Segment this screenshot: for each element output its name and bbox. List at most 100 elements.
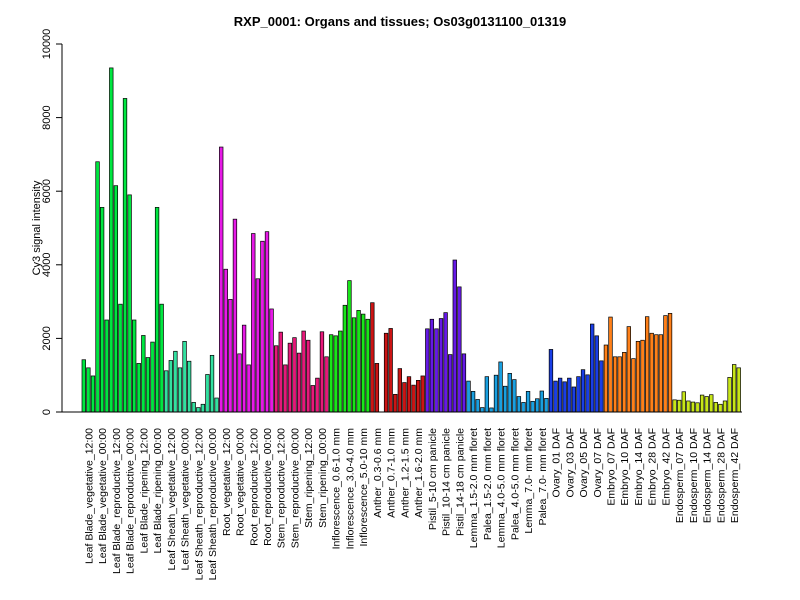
bar [489,407,494,413]
x-tick-label: Leaf Sheath_reproductive_12:00 [193,428,205,581]
x-tick-label: Palea_4.0-5.0 mm floret [509,428,521,540]
x-tick-label: Leaf Sheath_vegetative_00:00 [180,428,192,571]
bar [214,397,219,413]
bar [251,233,256,413]
bar [278,331,283,413]
bar [713,402,718,413]
bar [718,403,723,413]
x-tick-label: Stem_ripening_00:00 [317,428,329,528]
bar [99,207,105,413]
bar [608,316,613,413]
x-tick-label: Anther_1.2-1.5 mm [399,428,411,518]
x-tick-label: Lemma_4.0-5.0 mm floret [496,428,508,548]
x-tick-label: Root_reproductive_00:00 [262,428,274,546]
bar [296,352,302,413]
x-tick-label: Embryo_14 DAF [633,428,645,506]
bar [177,367,183,413]
bar [470,391,476,413]
x-tick-label: Palea_7.0- mm floret [537,428,549,526]
bar [356,310,361,413]
bar [113,185,119,413]
bar [576,376,581,413]
bar [448,354,453,413]
bar [622,352,627,413]
x-tick-label: Leaf Sheath_vegetative_12:00 [166,428,178,571]
y-axis: 0 2000 4000 6000 8000 10000 [41,29,63,415]
bar [406,376,412,413]
bar [461,353,467,413]
bar [287,342,293,413]
bar [196,407,201,413]
bar [612,356,618,413]
bar [205,374,210,413]
bar [122,98,128,413]
x-tick-label: Ovary_01 DAF [551,428,563,497]
bar [512,379,517,413]
bar [109,67,114,413]
bar [516,396,522,413]
y-tick-label: 6000 [41,179,53,203]
bar [154,207,160,413]
bar [292,337,297,413]
bar [704,396,709,413]
bar [677,399,682,413]
bar [585,374,590,413]
x-tick-label: Lemma_7.0- mm floret [523,428,535,534]
x-tick-label: Lemma_1.5-2.0 mm floret [468,428,480,548]
bar [722,400,728,413]
x-tick-label: Anther_0.3-0.6 mm [372,428,384,518]
x-tick-label: Leaf Blade_vegetative_00:00 [97,428,109,564]
x-tick-label: Ovary_03 DAF [564,428,576,497]
bar [237,353,242,413]
x-tick-label: Leaf Blade_reproductive_00:00 [125,428,137,574]
x-tick-label: Root_vegetative_00:00 [235,428,247,536]
bar [695,402,700,413]
bar [562,381,567,413]
bar [241,324,247,413]
bar [498,361,503,413]
bar [557,377,563,413]
bar [493,374,499,413]
bar [168,360,173,413]
bar [269,308,274,413]
bar [727,377,732,413]
x-tick-label: Inflorescence_3.0-4.0 mm [344,428,356,550]
x-tick-label: Leaf Blade_reproductive_12:00 [111,428,123,574]
bar [544,398,549,413]
bar [521,402,526,413]
bar [736,367,741,413]
x-tick-label: Anther_1.6-2.0 mm [413,428,425,518]
bar [283,364,288,413]
x-tick-label: Embryo_42 DAF [660,428,672,506]
x-tick-label: Ovary_05 DAF [578,428,590,497]
bar [127,194,132,413]
x-tick-label: Leaf Sheath_reproductive_00:00 [207,428,219,581]
x-tick-label: Leaf Blade_ripening_00:00 [152,428,164,554]
bar [260,240,265,413]
x-tick-label: Stem_ripening_12:00 [303,428,315,528]
bar [480,407,485,413]
bar [274,345,279,413]
bar [667,313,673,413]
bar [434,328,439,413]
x-tick-label: Endosperm_10 DAF [688,428,700,523]
bar [186,360,192,413]
bar [580,369,586,413]
y-tick-label: 2000 [41,326,53,350]
bar [402,382,407,413]
bar [626,326,631,413]
x-tick-label: Anther_0.7-1.0 mm [386,428,398,518]
x-axis-labels: Leaf Blade_vegetative_12:00 Leaf Blade_ve… [83,428,741,581]
bar [672,399,677,413]
bar [136,363,141,413]
x-tick-label: Embryo_10 DAF [619,428,631,506]
bar [415,380,421,413]
bar [383,332,389,413]
bar [411,384,416,413]
x-tick-label: Pistil_5-10 cm panicle [427,428,439,530]
x-tick-label: Endosperm_14 DAF [702,428,714,523]
bar [457,286,462,413]
x-tick-label: Stem_reproductive_12:00 [276,428,288,548]
y-tick-label: 4000 [41,253,53,277]
